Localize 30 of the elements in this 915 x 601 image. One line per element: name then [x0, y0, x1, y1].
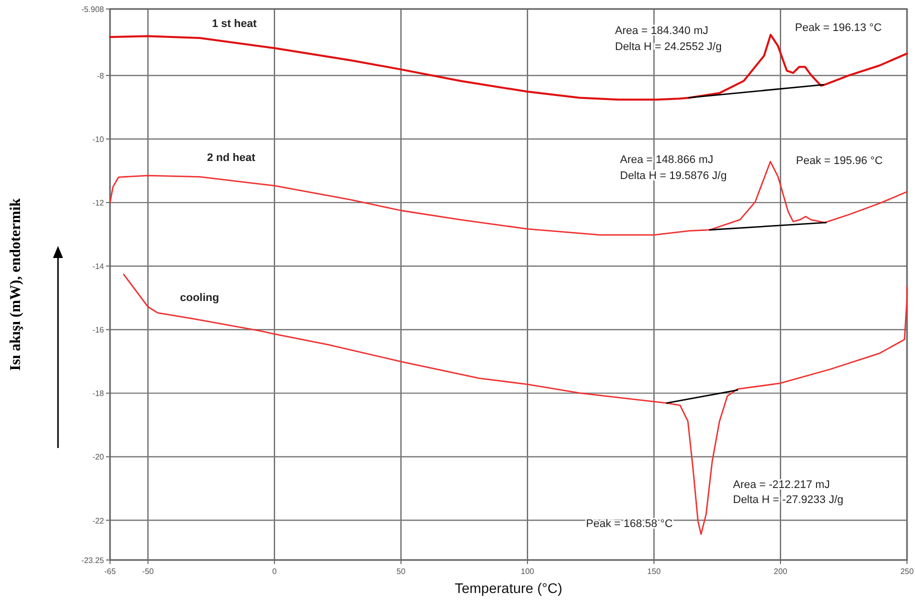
- y-tick-label: -12: [92, 198, 105, 208]
- annotation: Delta H = 24.2552 J/g: [615, 41, 722, 53]
- y-tick-label: -18: [92, 389, 105, 398]
- y-tick-label: -5.908: [81, 5, 105, 14]
- y-tick-label: -16: [92, 326, 105, 335]
- y-tick-label: -10: [92, 135, 105, 144]
- y-tick-label: -20: [92, 452, 105, 462]
- x-tick-label: -50: [142, 567, 154, 576]
- x-tick-label: 100: [520, 567, 535, 576]
- annotation: Peak = 195.96 °C: [796, 155, 883, 167]
- y-tick-label: -22: [92, 516, 105, 526]
- line-series: [109, 34, 908, 101]
- x-axis-title: Temperature (°C): [454, 580, 562, 596]
- series-label: 2 nd heat: [207, 152, 256, 164]
- y-tick-label: -23.25: [81, 556, 105, 565]
- x-tick-label: 150: [647, 567, 662, 576]
- line-series: [122, 274, 908, 535]
- x-tick-label: -65: [104, 567, 116, 576]
- x-tick-label: 0: [272, 567, 278, 576]
- series-label: cooling: [180, 292, 220, 304]
- y-axis-title: Isı akışı (mW), endotermik: [8, 198, 24, 371]
- annotation: Area = 148.866 mJ: [620, 154, 714, 166]
- y-tick-label: -8: [96, 71, 105, 80]
- x-tick-label: 200: [774, 567, 788, 576]
- x-tick-label: 50: [396, 567, 406, 576]
- annotation: Peak = 196.13 °C: [795, 22, 882, 34]
- x-tick-label: 250: [900, 567, 914, 576]
- series-label: 1 st heat: [212, 18, 257, 30]
- y-tick-label: -14: [92, 262, 105, 272]
- annotation: Delta H = -27.9233 J/g: [733, 494, 844, 506]
